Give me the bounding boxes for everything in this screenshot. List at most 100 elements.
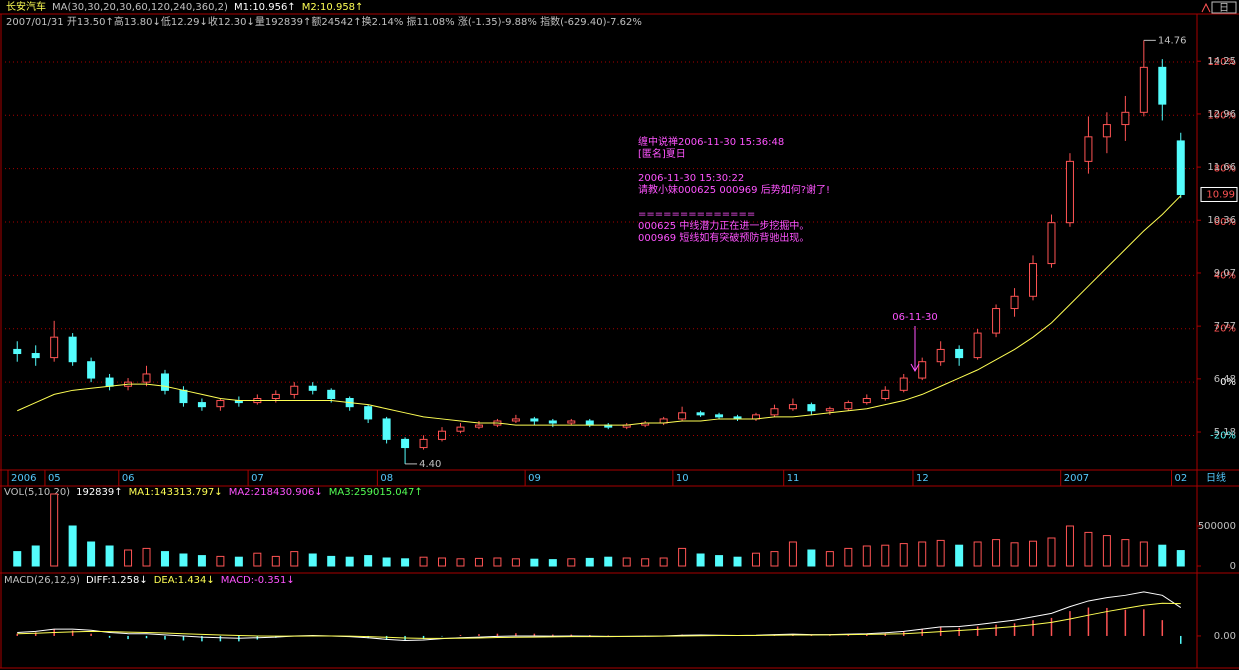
candle-body (678, 412, 687, 420)
volume-bar (1121, 539, 1130, 567)
candle-body (105, 377, 114, 387)
volume-bar (955, 544, 964, 567)
volume-bar (1010, 542, 1019, 567)
volume-bar (197, 555, 206, 567)
x-tick-label: 2006 (11, 473, 36, 484)
comment-line: 000969 短线如有突破预防背驰出现。 (638, 231, 809, 244)
candle-body (87, 361, 96, 379)
volume-bar (345, 556, 354, 567)
volume-bar (142, 547, 151, 567)
candle-body (770, 408, 779, 416)
y2-tick-label: 0% (1220, 377, 1236, 388)
candle-body (142, 373, 151, 383)
volume-bar (770, 551, 779, 567)
volume-bar (419, 556, 428, 567)
candle-body (290, 385, 299, 395)
y-tick-label: 6.48 (1214, 374, 1236, 385)
y-tick-label: 5.18 (1214, 427, 1236, 438)
y-tick-label: 0 (1230, 561, 1236, 572)
candle-body (474, 424, 483, 428)
candle-body (1102, 124, 1111, 138)
legend-text: DEA:1.434↓ (154, 575, 215, 586)
y-tick-label: 500000 (1198, 521, 1236, 532)
y-tick-label: 14.25 (1207, 56, 1236, 67)
candle-body (1065, 160, 1074, 224)
y-tick-label: 0.00 (1214, 631, 1236, 642)
header-text: M2:10.958↑ (302, 2, 364, 13)
volume-bar (567, 558, 576, 567)
candle-body (992, 308, 1001, 334)
comment-line: 2006-11-30 15:30:22 (638, 173, 744, 184)
comment-line: [匿名]夏日 (638, 147, 686, 160)
comment-line: 请教小妹000625 000969 后势如何?谢了! (638, 183, 830, 196)
volume-bar (548, 559, 557, 567)
y2-tick-label: 80% (1214, 164, 1236, 175)
candle-body (1084, 136, 1093, 162)
candle-body (696, 412, 705, 416)
candle-body (179, 389, 188, 404)
x-tick-label: 05 (48, 473, 61, 484)
volume-bar (87, 541, 96, 567)
y-tick-label: 11.66 (1207, 162, 1236, 173)
legend-text: VOL(5,10,20) (4, 487, 70, 498)
info-line: 2007/01/31 开13.50↑高13.80↓低12.29↓收12.30↓量… (6, 15, 642, 28)
volume-bar (733, 556, 742, 567)
header-text: 长安汽车 (6, 0, 46, 13)
candle-body (1158, 66, 1167, 105)
x-tick-label: 12 (916, 473, 929, 484)
candle-body (899, 377, 908, 391)
volume-bar (604, 556, 613, 567)
candle-body (955, 348, 964, 359)
x-tick-label: 2007 (1064, 473, 1089, 484)
volume-bar (50, 493, 59, 567)
candle-body (825, 408, 834, 412)
candle-body (13, 348, 22, 355)
comment-line: 缠中说禅2006-11-30 15:36:48 (638, 135, 784, 148)
candle-body (881, 389, 890, 399)
legend-text: MA2:218430.906↓ (229, 487, 323, 498)
volume-bar (1084, 531, 1093, 567)
candle-body (1139, 66, 1148, 113)
volume-bar (585, 557, 594, 567)
x-tick-label: 08 (380, 473, 393, 484)
candle-body (511, 418, 520, 422)
ma-line (17, 195, 1182, 426)
volume-bar (1158, 544, 1167, 567)
y2-tick-label: -20% (1210, 430, 1236, 441)
candle-body (936, 348, 945, 363)
volume-bar (1047, 537, 1056, 567)
volume-bar (530, 558, 539, 567)
legend-text: MA3:259015.047↑ (329, 487, 423, 498)
candle-body (419, 438, 428, 449)
candle-body (1029, 263, 1038, 297)
candle-body (401, 438, 410, 449)
volume-bar (179, 553, 188, 567)
candle-body (1176, 140, 1185, 195)
marker-label: 06-11-30 (892, 312, 937, 323)
y2-tick-label: 60% (1214, 217, 1236, 228)
candle-body (438, 430, 447, 440)
volume-bar (844, 547, 853, 567)
candle-body (216, 400, 225, 408)
volume-bar (401, 558, 410, 567)
last-price-box (1200, 186, 1238, 202)
candle-body (197, 402, 206, 408)
candle-body (862, 397, 871, 404)
candle-body (31, 353, 40, 359)
period-label[interactable]: 日 (1219, 3, 1229, 14)
volume-bar (31, 545, 40, 567)
high-label: 14.76 (1158, 35, 1187, 46)
candle-body (68, 336, 77, 363)
candle-body (382, 418, 391, 440)
low-label: 4.40 (419, 459, 441, 470)
last-price-label: 10.99 (1206, 189, 1235, 200)
x-tick-label: 10 (676, 473, 689, 484)
volume-bar (1065, 525, 1074, 567)
volume-bar (992, 539, 1001, 567)
volume-bar (936, 539, 945, 567)
volume-bar (678, 547, 687, 567)
x-tick-label: 11 (787, 473, 800, 484)
period-button[interactable] (1211, 1, 1237, 14)
